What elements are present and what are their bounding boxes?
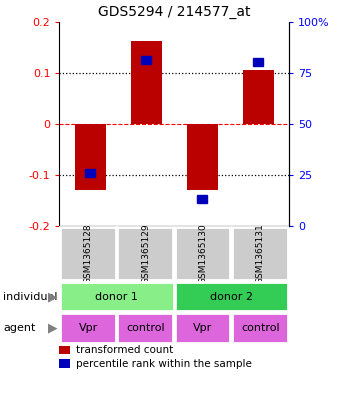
Bar (117, 227, 173, 281)
Text: GSM1365130: GSM1365130 (199, 223, 207, 284)
Text: individual: individual (3, 292, 58, 302)
Bar (232, 227, 288, 281)
Text: donor 2: donor 2 (210, 292, 253, 302)
Bar (60, 313, 116, 343)
Bar (117, 313, 173, 343)
Bar (141, 56, 151, 64)
Bar (197, 195, 207, 204)
Text: control: control (126, 323, 165, 333)
Text: GSM1365128: GSM1365128 (84, 223, 93, 284)
Title: GDS5294 / 214577_at: GDS5294 / 214577_at (98, 5, 251, 19)
Text: ▶: ▶ (48, 290, 57, 303)
Text: agent: agent (3, 323, 36, 333)
Bar (175, 282, 288, 312)
Text: Vpr: Vpr (79, 323, 98, 333)
Bar (60, 282, 174, 312)
Text: GSM1365129: GSM1365129 (141, 223, 150, 284)
Bar (175, 313, 231, 343)
Text: transformed count: transformed count (76, 345, 174, 355)
Bar (131, 40, 162, 124)
Bar (175, 227, 231, 281)
Bar (243, 70, 274, 124)
Text: ▶: ▶ (48, 321, 57, 335)
Bar (232, 313, 288, 343)
Text: control: control (241, 323, 279, 333)
Bar (60, 227, 116, 281)
Bar (85, 169, 95, 177)
Bar (75, 124, 106, 190)
Text: Vpr: Vpr (193, 323, 212, 333)
Text: percentile rank within the sample: percentile rank within the sample (76, 358, 252, 369)
Bar (253, 58, 263, 66)
Text: donor 1: donor 1 (96, 292, 138, 302)
Text: GSM1365131: GSM1365131 (256, 223, 265, 284)
Bar (187, 124, 218, 190)
